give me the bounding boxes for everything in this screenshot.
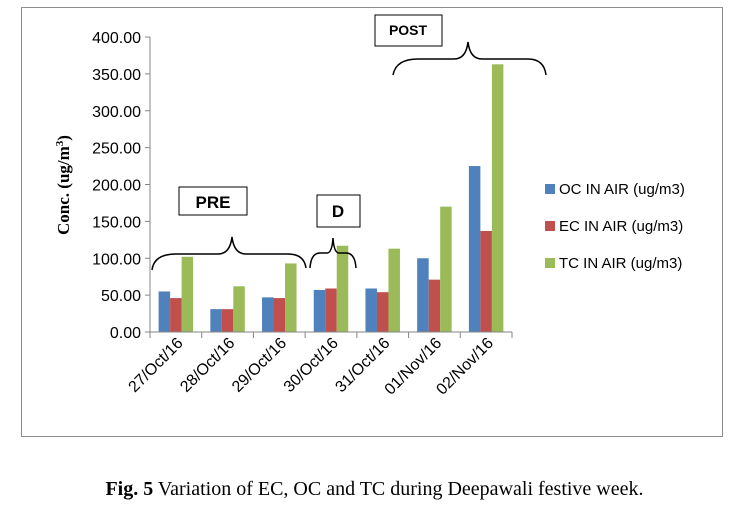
bar-1-5	[428, 279, 441, 332]
y-tick-label: 250.00	[92, 141, 141, 158]
x-category-label: 02/Nov/16	[433, 335, 497, 399]
annotation-pre-brace	[151, 236, 307, 271]
x-category-label: 27/Oct/16	[126, 335, 187, 396]
annotation-post-box	[374, 14, 443, 47]
y-tick-label: 350.00	[92, 67, 141, 84]
bar-0-4	[365, 288, 377, 332]
bar-1-2	[273, 298, 286, 332]
bar-2-0	[181, 256, 194, 332]
annotation-pre-box	[178, 186, 248, 216]
x-axis-categories: 27/Oct/1628/Oct/1629/Oct/1630/Oct/1631/O…	[126, 335, 497, 399]
bar-1-0	[170, 298, 182, 332]
annotation-d-label: D	[332, 202, 344, 221]
y-tick-label: 100.00	[92, 251, 141, 268]
bar-2-1	[233, 286, 245, 332]
bars	[158, 64, 504, 332]
caption-text: Variation of EC, OC and TC during Deepaw…	[153, 478, 644, 500]
bar-1-4	[376, 292, 389, 332]
y-tick-label: 50.00	[101, 288, 141, 305]
x-category-label: 30/Oct/16	[281, 335, 342, 396]
y-axis-label-main: Conc. (ug/m	[54, 146, 73, 235]
bar-0-5	[417, 258, 429, 332]
legend-swatch-2	[545, 258, 555, 268]
y-tick-label: 0.00	[110, 325, 141, 342]
bar-2-2	[285, 263, 297, 332]
bar-0-2	[262, 297, 274, 332]
y-tick-label: 200.00	[92, 178, 141, 195]
bar-2-5	[440, 206, 452, 332]
annotation-post-label: POST	[389, 22, 428, 38]
bar-1-6	[480, 230, 492, 332]
figure-caption: Fig. 5 Variation of EC, OC and TC during…	[0, 478, 749, 501]
bar-1-3	[325, 288, 337, 332]
annotation-pre: PRE	[151, 186, 307, 271]
annotation-post-brace	[392, 41, 547, 76]
svg-text:Conc. (ug/m3): Conc. (ug/m3)	[54, 135, 73, 235]
y-axis-label-sup: 3	[54, 140, 66, 146]
legend-label-0: OC IN AIR (ug/m3)	[559, 181, 685, 198]
bar-0-0	[158, 291, 171, 332]
bar-0-6	[468, 166, 481, 332]
legend: OC IN AIR (ug/m3) EC IN AIR (ug/m3) TC IN …	[545, 181, 685, 272]
bar-1-1	[221, 309, 234, 332]
x-category-label: 29/Oct/16	[229, 335, 290, 396]
y-axis-label-end: )	[54, 135, 73, 141]
y-tick-label: 400.00	[92, 30, 141, 47]
annotation-d-brace	[309, 237, 357, 269]
bar-2-4	[388, 248, 400, 332]
y-axis-ticks: 0.00 50.00 100.00 150.00 200.00 250.00 300.00 3…	[92, 30, 150, 342]
annotation-post: POST	[374, 14, 547, 76]
x-category-label: 28/Oct/16	[177, 335, 238, 396]
bar-2-3	[336, 245, 349, 332]
legend-label-2: TC IN AIR (ug/m3)	[559, 255, 682, 272]
y-axis-label: Conc. (ug/m3)	[54, 135, 73, 235]
bar-chart: Conc. (ug/m3) 0.00 50.00 100.00 150.00 200.0…	[54, 14, 685, 399]
legend-swatch-1	[545, 221, 555, 231]
legend-swatch-0	[545, 184, 555, 194]
bar-0-1	[210, 309, 222, 332]
axes	[149, 37, 513, 338]
annotation-d: D	[309, 194, 361, 269]
annotation-pre-label: PRE	[196, 193, 231, 212]
chart-frame	[21, 7, 723, 437]
legend-label-1: EC IN AIR (ug/m3)	[559, 218, 683, 235]
bar-2-6	[491, 64, 504, 332]
y-tick-label: 150.00	[92, 214, 141, 231]
y-tick-label: 300.00	[92, 104, 141, 121]
annotation-d-box	[316, 194, 361, 228]
bar-0-3	[313, 289, 326, 332]
caption-label: Fig. 5	[105, 478, 154, 500]
